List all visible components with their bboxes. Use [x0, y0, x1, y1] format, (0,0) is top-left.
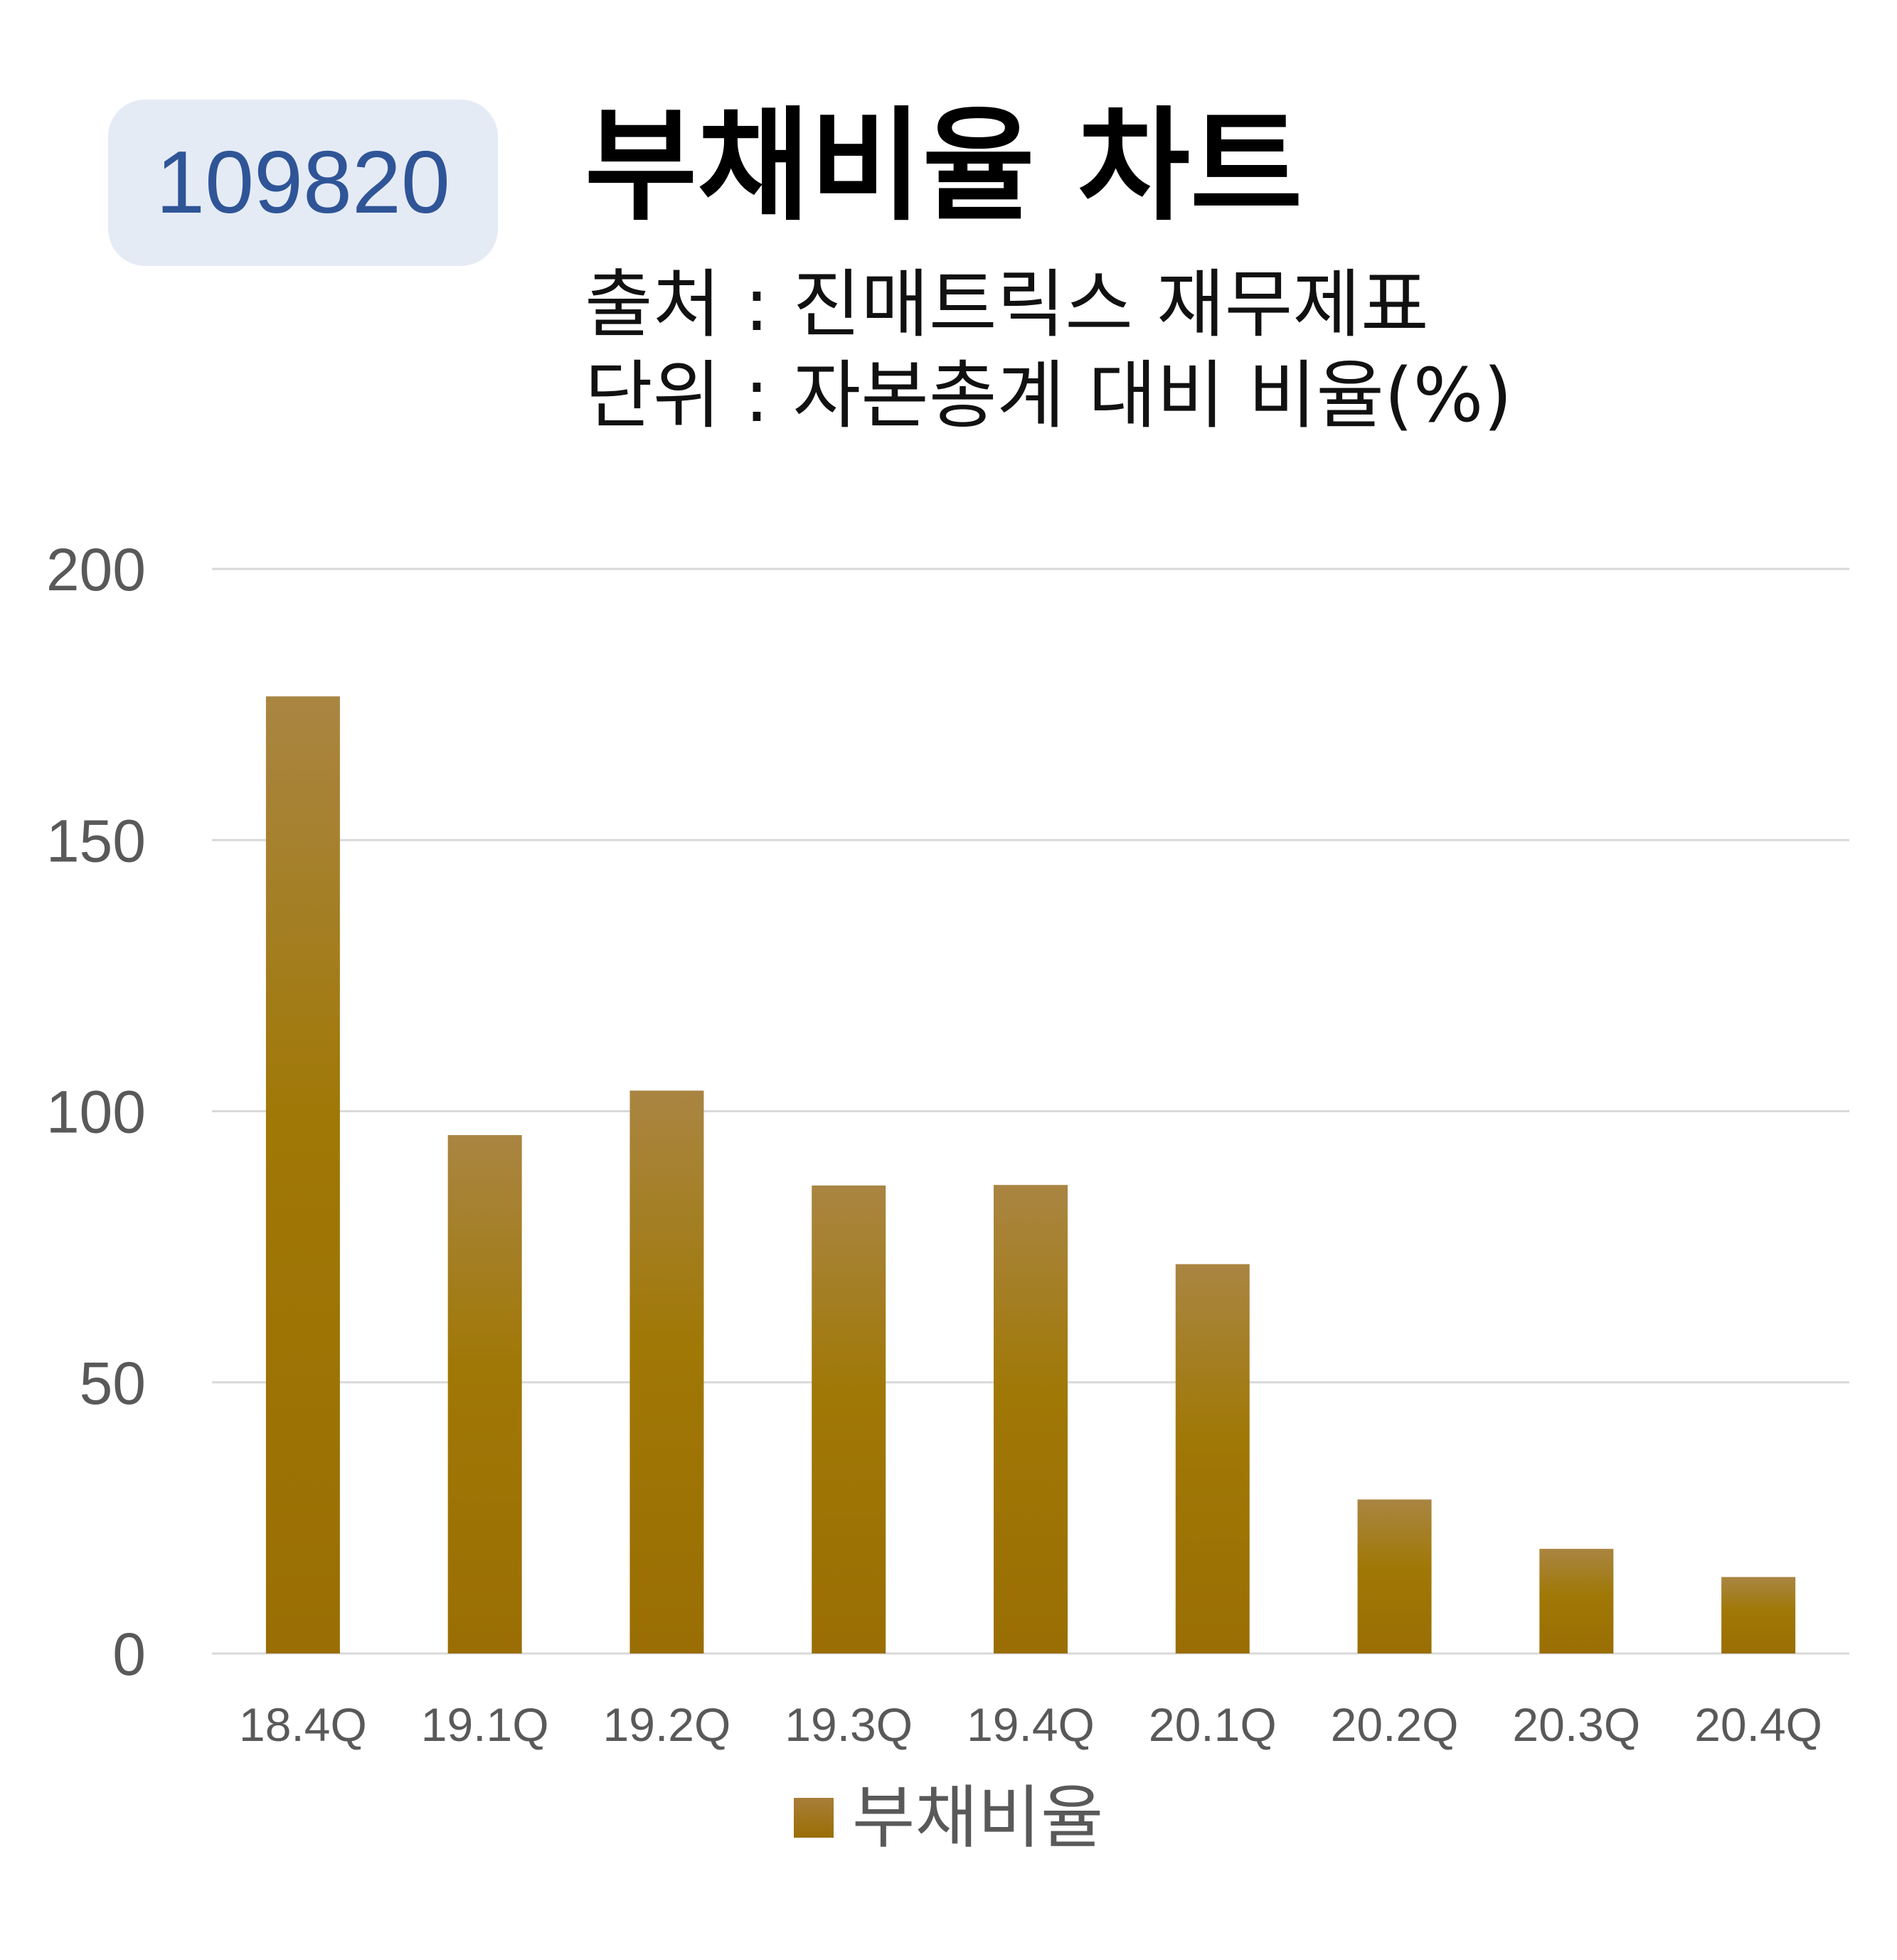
y-tick-label: 200 [46, 536, 146, 603]
x-tick-label: 18.4Q [239, 1698, 367, 1751]
unit-note: 단위 : 자본총계 대비 비율(%) [585, 352, 1513, 439]
bar-19.3Q [812, 1185, 886, 1653]
x-tick-label: 19.2Q [603, 1698, 731, 1751]
source-note: 출처 : 진매트릭스 재무제표 [585, 261, 1429, 348]
x-tick-label: 20.4Q [1694, 1698, 1822, 1751]
bars [265, 696, 1796, 1653]
x-axis-ticks: 18.4Q 19.1Q 19.2Q 19.3Q 19.4Q 20.1Q 20.2Q 20.3Q… [239, 1698, 1822, 1751]
bar-20.4Q [1721, 1577, 1796, 1653]
bar-19.4Q [994, 1185, 1068, 1653]
legend-label: 부채비율 [852, 1778, 1104, 1858]
x-tick-label: 20.2Q [1331, 1698, 1459, 1751]
y-axis-ticks: 0 50 100 150 200 [46, 536, 146, 1688]
bar-19.2Q [629, 1090, 704, 1653]
bar-19.1Q [447, 1135, 522, 1653]
x-tick-label: 19.4Q [967, 1698, 1095, 1751]
x-tick-label: 20.3Q [1512, 1698, 1640, 1751]
y-tick-label: 100 [46, 1079, 146, 1146]
bar-20.3Q [1539, 1548, 1614, 1653]
chart-title: 부채비율 차트 [585, 95, 1303, 238]
y-tick-label: 50 [80, 1350, 146, 1417]
stock-code: 109820 [156, 134, 450, 232]
legend-swatch [794, 1798, 834, 1838]
x-tick-label: 20.1Q [1149, 1698, 1277, 1751]
y-tick-label: 150 [46, 807, 146, 874]
legend: 부채비율 [794, 1784, 1103, 1852]
bar-18.4Q [265, 696, 340, 1653]
stock-code-badge: 109820 [108, 100, 498, 266]
y-tick-label: 0 [112, 1621, 146, 1688]
x-tick-label: 19.3Q [785, 1698, 913, 1751]
x-tick-label: 19.1Q [421, 1698, 549, 1751]
bar-20.2Q [1357, 1499, 1432, 1653]
bar-20.1Q [1175, 1264, 1250, 1653]
